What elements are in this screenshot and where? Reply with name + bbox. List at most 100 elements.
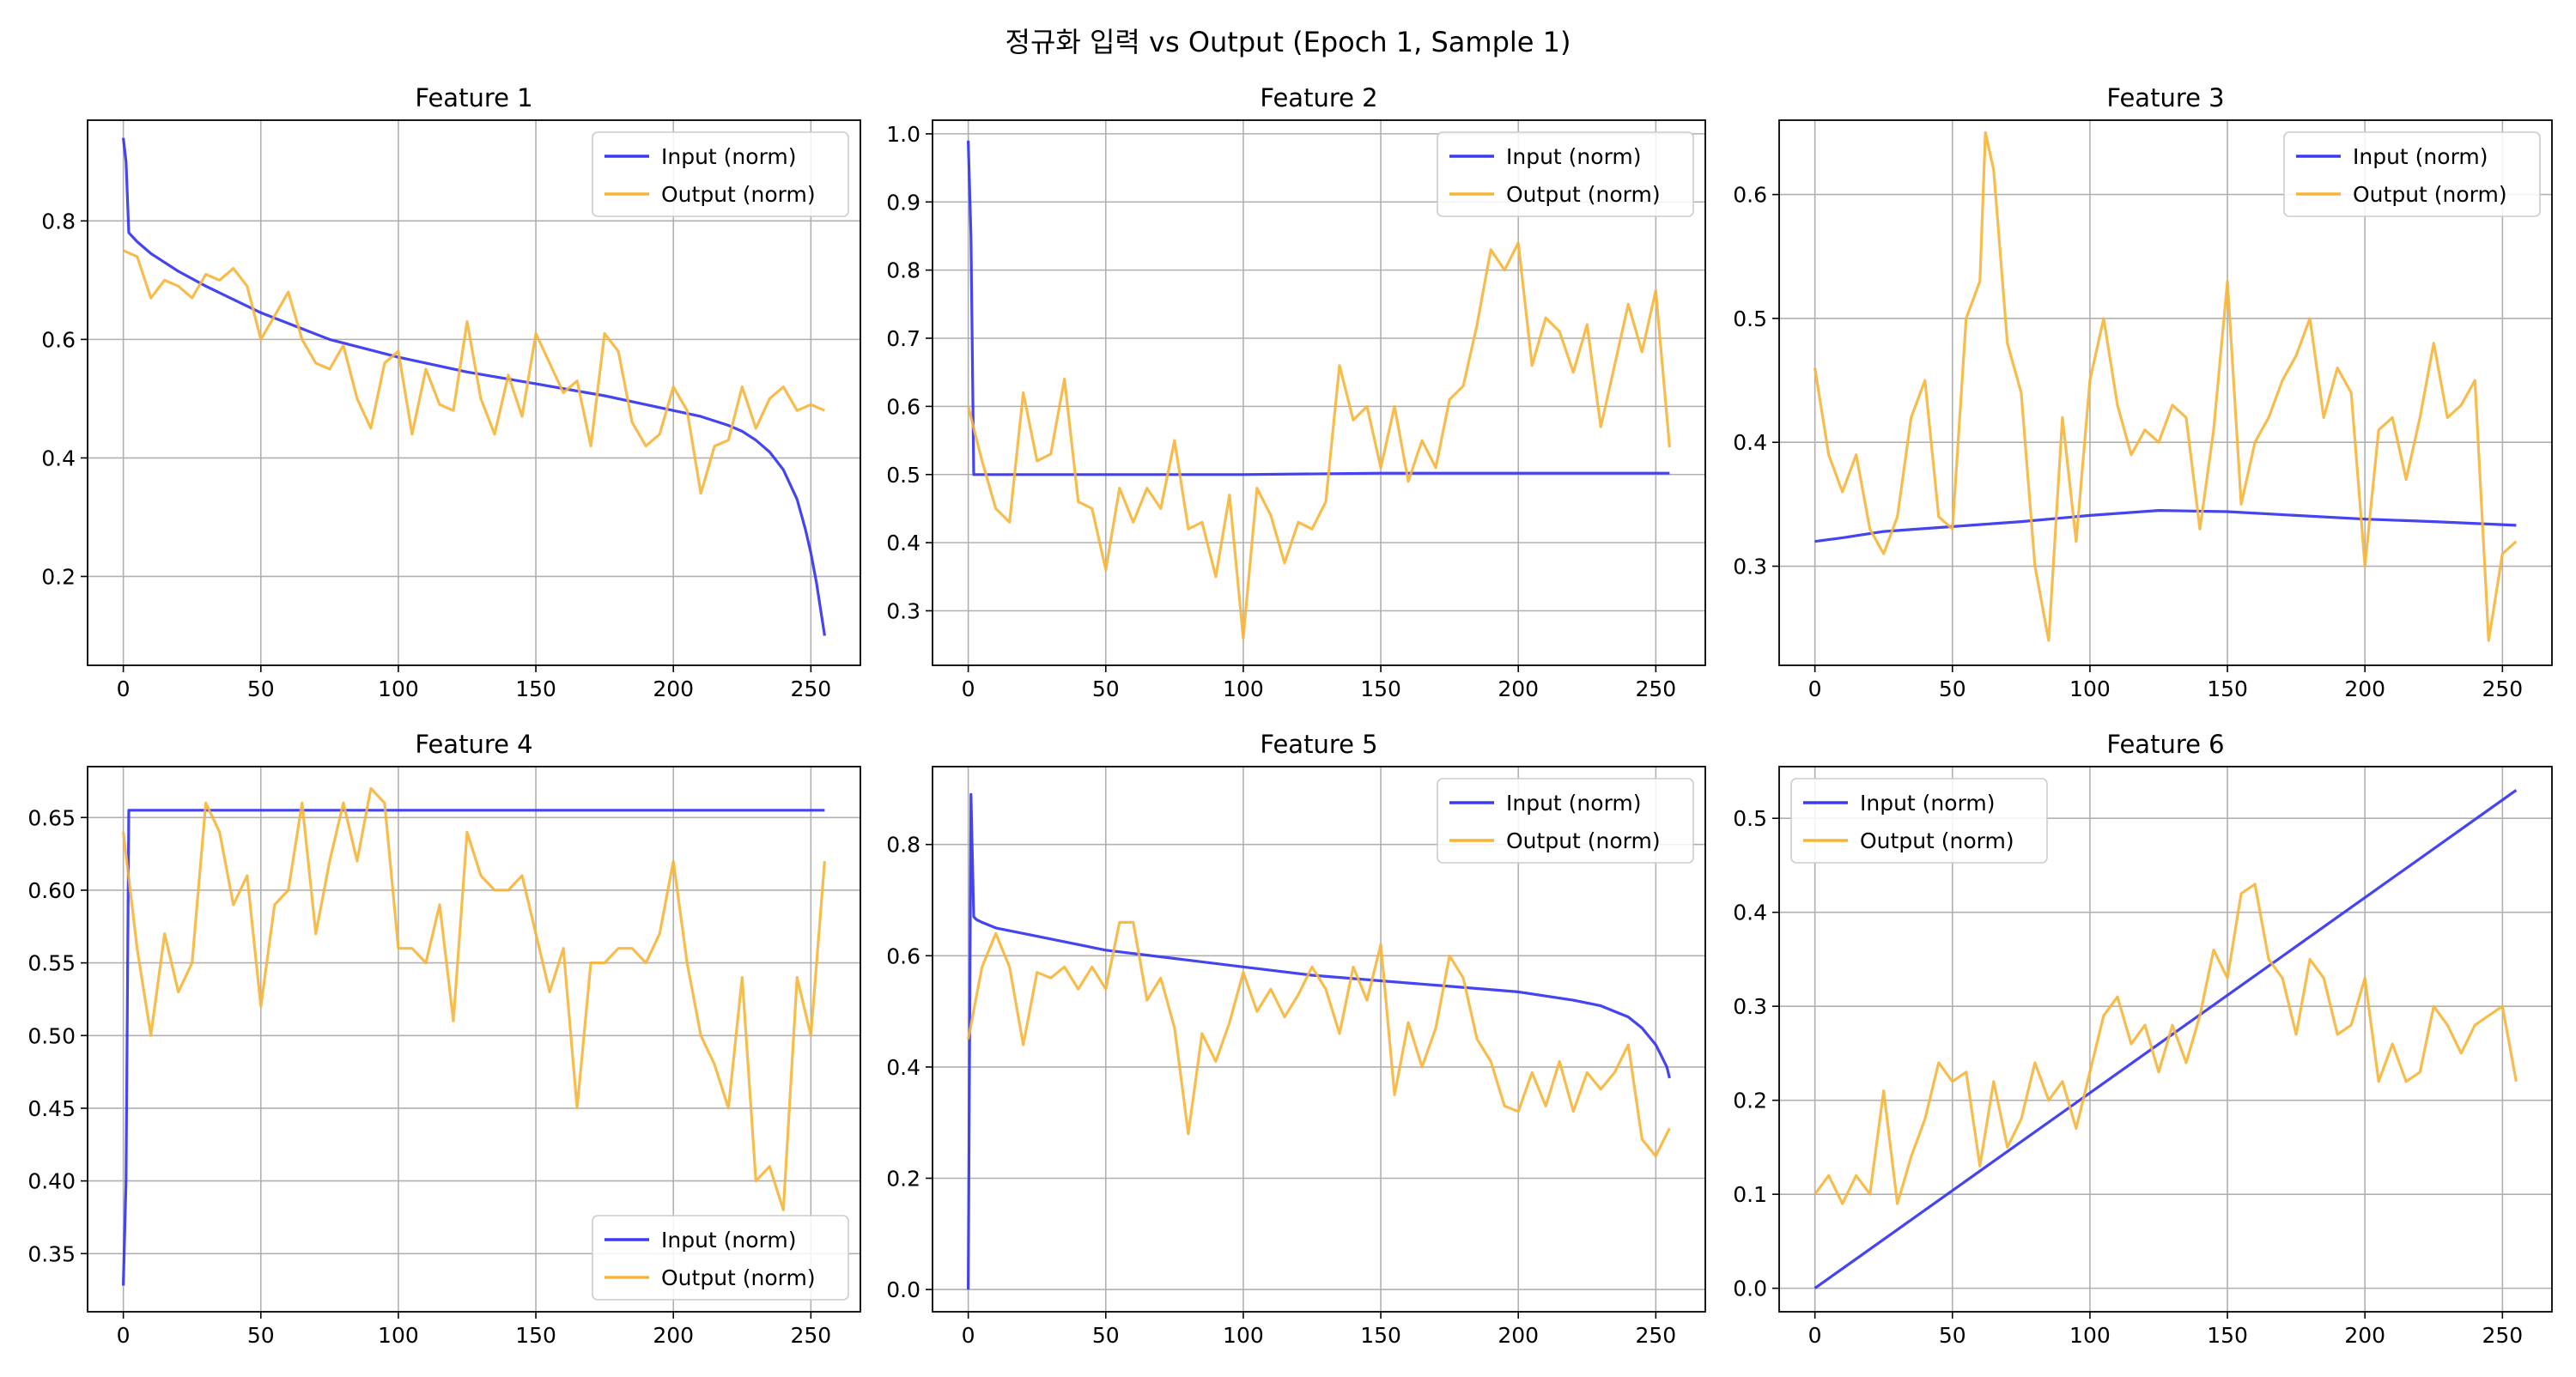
output-series-line	[967, 920, 1671, 1158]
legend-input-label: Input (norm)	[1506, 791, 1642, 816]
legend-box	[1437, 778, 1694, 864]
y-tick-label: 0.0	[886, 1277, 920, 1302]
axes-frame	[932, 119, 1706, 666]
subplot-title: Feature 4	[415, 730, 532, 759]
plot-area	[1814, 789, 2518, 1289]
x-tick-label: 200	[1498, 1323, 1539, 1348]
axes-frame	[1778, 119, 2553, 666]
y-tick-label: 0.65	[27, 805, 76, 830]
y-tick-label: 0.4	[886, 531, 920, 555]
axes-frame	[1778, 766, 2553, 1313]
figure-title: 정규화 입력 vs Output (Epoch 1, Sample 1)	[1005, 26, 1571, 58]
legend-box	[592, 1215, 849, 1301]
y-tick-label: 0.8	[886, 258, 920, 283]
x-tick-label: 250	[2482, 676, 2523, 701]
x-tick-label: 150	[2207, 1323, 2248, 1348]
output-series-line	[122, 786, 826, 1212]
y-tick-label: 0.9	[886, 190, 920, 215]
subplot-title: Feature 2	[1260, 83, 1377, 112]
legend-output-label: Output (norm)	[1860, 828, 2014, 853]
x-tick-label: 50	[1939, 1323, 1966, 1348]
output-series-line	[122, 249, 826, 495]
y-tick-label: 0.5	[1733, 806, 1767, 831]
subplot-title: Feature 5	[1260, 730, 1377, 759]
x-tick-label: 100	[2069, 1323, 2111, 1348]
y-tick-label: 0.60	[27, 878, 76, 903]
y-tick-label: 0.4	[1733, 430, 1767, 455]
y-tick-label: 0.6	[886, 943, 920, 968]
plot-area	[122, 786, 826, 1286]
input-series-line	[1814, 508, 2517, 543]
legend-output-label: Output (norm)	[661, 182, 816, 207]
y-tick-label: 0.50	[27, 1023, 76, 1048]
legend: Input (norm) Output (norm)	[1437, 778, 1694, 864]
legend-box	[1437, 131, 1694, 217]
y-tick-label: 0.6	[1733, 183, 1767, 208]
y-tick-label: 0.0	[1733, 1277, 1767, 1301]
y-tick-label: 0.5	[1733, 306, 1767, 331]
input-series-line	[1814, 789, 2518, 1289]
y-tick-label: 0.4	[886, 1055, 920, 1080]
subplot-1: 0 50 100 150 200 250 0.2 0.4 0.6 0.8 Feature 1 Inpu…	[41, 83, 861, 701]
x-tick-label: 200	[2344, 1323, 2385, 1348]
legend: Input (norm) Output (norm)	[2283, 131, 2541, 217]
x-tick-label: 150	[2207, 676, 2248, 701]
input-series-line	[122, 809, 825, 1286]
x-tick-label: 200	[1498, 676, 1539, 701]
x-tick-label: 200	[653, 676, 694, 701]
y-tick-label: 0.3	[886, 599, 920, 624]
x-tick-label: 0	[1808, 676, 1822, 701]
y-tick-label: 0.40	[27, 1169, 76, 1194]
output-series-line	[1814, 130, 2518, 642]
subplot-2: 0 50 100 150 200 250 0.3 0.4 0.5 0.6 0.7 0.8 0.9 1.0 F…	[886, 83, 1706, 701]
legend-output-label: Output (norm)	[1506, 182, 1661, 207]
output-series-line	[1814, 883, 2518, 1205]
y-tick-label: 0.3	[1733, 994, 1767, 1019]
y-tick-label: 1.0	[886, 122, 920, 147]
y-tick-label: 0.2	[1733, 1089, 1767, 1113]
x-tick-label: 150	[515, 1323, 556, 1348]
x-tick-label: 0	[117, 1323, 131, 1348]
subplot-title: Feature 3	[2106, 83, 2224, 112]
y-tick-label: 0.4	[1733, 901, 1767, 925]
legend-box	[1790, 778, 2048, 864]
plot-area	[122, 137, 826, 636]
y-tick-label: 0.8	[886, 833, 920, 858]
y-tick-label: 0.45	[27, 1096, 76, 1121]
subplot-3: 0 50 100 150 200 250 0.3 0.4 0.5 0.6 Feature 3 Inpu…	[1733, 83, 2553, 701]
x-tick-label: 50	[247, 1323, 275, 1348]
plot-area	[1814, 130, 2518, 642]
y-tick-label: 0.1	[1733, 1182, 1767, 1207]
subplot-5: 0 50 100 150 200 250 0.0 0.2 0.4 0.6 0.8 Feature 5 I…	[886, 730, 1706, 1348]
legend-input-label: Input (norm)	[661, 144, 797, 169]
legend-input-label: Input (norm)	[1506, 144, 1642, 169]
legend-box	[2283, 131, 2541, 217]
legend: Input (norm) Output (norm)	[592, 131, 849, 217]
x-tick-label: 0	[117, 676, 131, 701]
x-tick-label: 250	[1635, 676, 1676, 701]
plot-area	[967, 792, 1671, 1290]
x-tick-label: 150	[515, 676, 556, 701]
y-tick-label: 0.4	[41, 446, 76, 470]
legend: Input (norm) Output (norm)	[1790, 778, 2048, 864]
x-tick-label: 0	[962, 1323, 975, 1348]
input-series-line	[967, 792, 1671, 1290]
x-tick-label: 100	[378, 1323, 419, 1348]
x-tick-label: 250	[790, 1323, 831, 1348]
subplot-4: 0 50 100 150 200 250 0.35 0.40 0.45 0.50 0.55 0.60 0…	[27, 730, 861, 1348]
axes-frame	[87, 119, 861, 666]
legend-input-label: Input (norm)	[661, 1228, 797, 1253]
x-tick-label: 200	[653, 1323, 694, 1348]
y-tick-label: 0.8	[41, 209, 76, 234]
x-tick-label: 150	[1360, 676, 1401, 701]
y-tick-label: 0.2	[886, 1166, 920, 1191]
output-series-line	[967, 241, 1671, 640]
legend-input-label: Input (norm)	[2353, 144, 2488, 169]
x-tick-label: 50	[1092, 676, 1120, 701]
y-tick-label: 0.3	[1733, 555, 1767, 579]
y-tick-label: 0.6	[41, 327, 76, 352]
y-tick-label: 0.55	[27, 951, 76, 976]
subplot-6: 0 50 100 150 200 250 0.0 0.1 0.2 0.3 0.4 0.5 Feature…	[1733, 730, 2553, 1348]
